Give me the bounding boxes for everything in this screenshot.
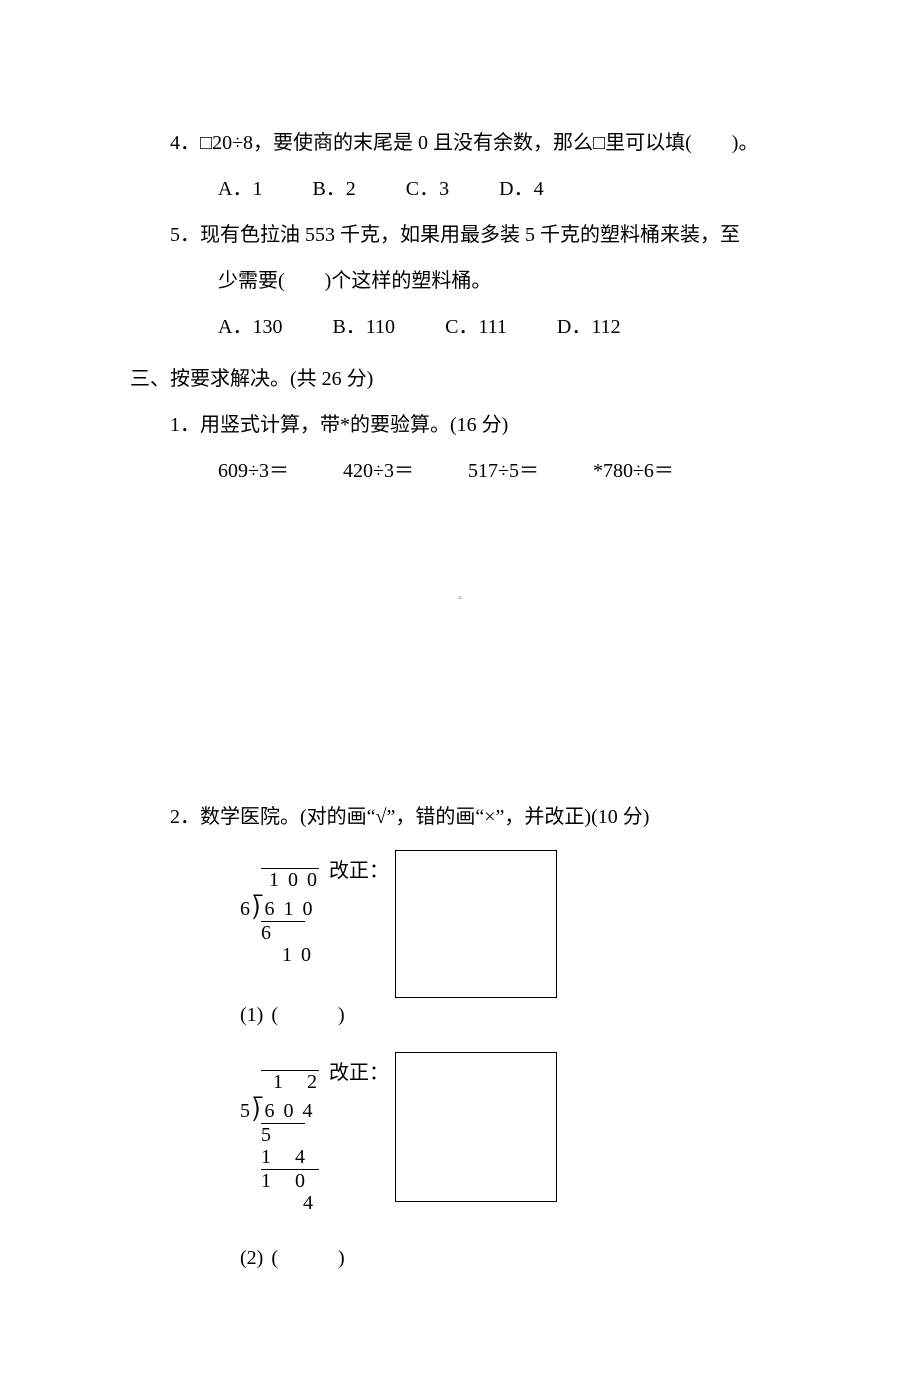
- worksheet-page: 4．□20÷8，要使商的末尾是 0 且没有余数，那么□里可以填( )。 A．1 …: [0, 0, 920, 1387]
- correction-label-2: 改正：: [329, 1050, 389, 1096]
- q5-options: A．130 B．110 C．111 D．112: [130, 304, 790, 350]
- sec3-p1-items: 609÷3＝ 420÷3＝ 517÷5＝ *780÷6＝: [170, 448, 790, 494]
- item2-paren[interactable]: ( ): [271, 1235, 344, 1281]
- item1-paren[interactable]: ( ): [271, 992, 344, 1038]
- section-3: 三、按要求解决。(共 26 分) 1．用竖式计算，带*的要验算。(16 分) 6…: [130, 356, 790, 1287]
- calc-item-3: 517÷5＝: [468, 448, 539, 494]
- q5-option-a[interactable]: A．130: [218, 304, 282, 350]
- math-hospital-2-row2: (2) ( ): [170, 1235, 790, 1287]
- q5-option-b[interactable]: B．110: [332, 304, 395, 350]
- sec3-part1: 1．用竖式计算，带*的要验算。(16 分) 609÷3＝ 420÷3＝ 517÷…: [130, 402, 790, 494]
- calc-item-1: 609÷3＝: [218, 448, 289, 494]
- longdiv-1: 1 0 0 6⟌6 1 0 6 1 0: [240, 846, 319, 989]
- correction-box-2[interactable]: [395, 1052, 557, 1202]
- math-hospital-1: 1 0 0 6⟌6 1 0 6 1 0 改正：: [170, 846, 790, 998]
- bg-mark: ▫: [130, 594, 790, 604]
- question-4: 4．□20÷8，要使商的末尾是 0 且没有余数，那么□里可以填( )。 A．1 …: [130, 120, 790, 212]
- q5-stem: 5．现有色拉油 553 千克，如果用最多装 5 千克的塑料桶来装，至: [170, 212, 790, 258]
- question-5: 5．现有色拉油 553 千克，如果用最多装 5 千克的塑料桶来装，至 少需要( …: [130, 212, 790, 350]
- workspace-blank: ▫: [130, 594, 790, 794]
- math-hospital-2: 1 2 5⟌6 0 4 5 1 4 1 0 4 改正：: [170, 1048, 790, 1237]
- calc-item-4: *780÷6＝: [593, 448, 674, 494]
- calc-item-2: 420÷3＝: [343, 448, 414, 494]
- q5-stem-cont: 少需要( )个这样的塑料桶。: [130, 258, 790, 304]
- correction-box-1[interactable]: [395, 850, 557, 998]
- q4-option-d[interactable]: D．4: [499, 166, 543, 212]
- q5-option-c[interactable]: C．111: [445, 304, 507, 350]
- correction-label-1: 改正：: [329, 848, 389, 894]
- sec3-part2: 2．数学医院。(对的画“√”，错的画“×”，并改正)(10 分) 1 0 0 6…: [130, 794, 790, 1287]
- q4-option-b[interactable]: B．2: [312, 166, 355, 212]
- item1-number: (1): [240, 992, 263, 1038]
- q5-option-d[interactable]: D．112: [557, 304, 621, 350]
- item2-number: (2): [240, 1235, 263, 1281]
- q4-option-c[interactable]: C．3: [406, 166, 449, 212]
- math-hospital-1-row2: (1) ( ): [170, 992, 790, 1044]
- q4-options: A．1 B．2 C．3 D．4: [130, 166, 790, 212]
- sec3-p2-stem: 2．数学医院。(对的画“√”，错的画“×”，并改正)(10 分): [170, 794, 790, 840]
- q4-stem: 4．□20÷8，要使商的末尾是 0 且没有余数，那么□里可以填( )。: [170, 120, 790, 166]
- section-3-title: 三、按要求解决。(共 26 分): [130, 356, 790, 402]
- longdiv-2: 1 2 5⟌6 0 4 5 1 4 1 0 4: [240, 1048, 319, 1237]
- sec3-p1-stem: 1．用竖式计算，带*的要验算。(16 分): [170, 402, 790, 448]
- q4-option-a[interactable]: A．1: [218, 166, 262, 212]
